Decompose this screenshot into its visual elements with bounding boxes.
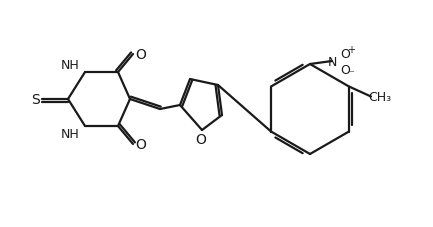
Text: CH₃: CH₃ bbox=[368, 91, 391, 104]
Text: NH: NH bbox=[60, 128, 79, 141]
Text: O: O bbox=[136, 48, 146, 62]
Text: ⁻: ⁻ bbox=[348, 69, 354, 79]
Text: O: O bbox=[340, 63, 350, 76]
Text: S: S bbox=[31, 93, 39, 106]
Text: O: O bbox=[136, 137, 146, 151]
Text: +: + bbox=[347, 45, 355, 55]
Text: O: O bbox=[340, 47, 350, 60]
Text: O: O bbox=[196, 132, 207, 146]
Text: NH: NH bbox=[60, 58, 79, 71]
Text: N: N bbox=[327, 55, 337, 68]
